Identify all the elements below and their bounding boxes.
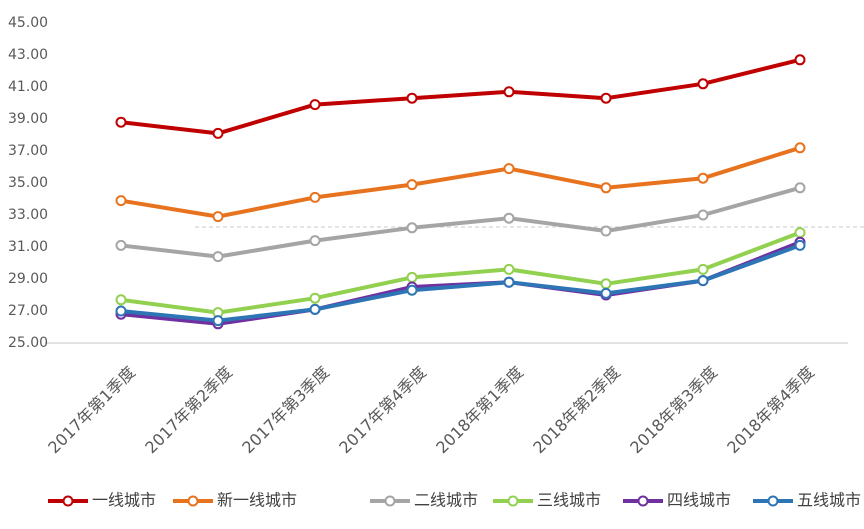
data-point — [697, 172, 709, 184]
data-point — [115, 239, 127, 251]
data-point — [600, 287, 612, 299]
legend-label: 二线城市 — [414, 491, 478, 510]
data-point — [406, 222, 418, 234]
legend-label: 三线城市 — [537, 491, 601, 510]
data-point — [115, 294, 127, 306]
data-point — [115, 195, 127, 207]
data-point — [794, 239, 806, 251]
legend-label: 五线城市 — [797, 491, 861, 510]
data-point — [406, 284, 418, 296]
legend-label: 四线城市 — [667, 491, 731, 510]
legend-marker — [507, 495, 519, 507]
data-point — [600, 278, 612, 290]
y-tick-label: 31.00 — [8, 239, 48, 255]
data-point — [115, 116, 127, 128]
legend-marker — [187, 495, 199, 507]
x-tick-label: 2017年第4季度 — [335, 363, 430, 458]
data-point — [794, 142, 806, 154]
legend-marker — [384, 495, 396, 507]
data-point — [212, 251, 224, 263]
data-point — [697, 78, 709, 90]
legend-marker — [637, 495, 649, 507]
data-point — [309, 303, 321, 315]
y-tick-label: 45.00 — [8, 15, 48, 31]
x-tick-label: 2018年第3季度 — [626, 363, 721, 458]
data-point — [697, 209, 709, 221]
data-point — [309, 191, 321, 203]
data-point — [212, 211, 224, 223]
data-point — [503, 276, 515, 288]
data-point — [309, 292, 321, 304]
series-line — [120, 230, 801, 315]
data-point — [697, 263, 709, 275]
data-point — [600, 92, 612, 104]
y-tick-label: 37.00 — [8, 143, 48, 159]
series-line — [120, 57, 801, 136]
x-tick-label: 2017年第1季度 — [44, 363, 139, 458]
y-tick-label: 35.00 — [8, 175, 48, 191]
x-tick-label: 2017年第2季度 — [141, 363, 236, 458]
data-point — [503, 263, 515, 275]
series-line — [120, 243, 801, 323]
x-tick-label: 2018年第4季度 — [723, 363, 818, 458]
x-tick-label: 2018年第2季度 — [529, 363, 624, 458]
data-point — [794, 54, 806, 66]
data-point — [600, 225, 612, 237]
x-tick-label: 2017年第3季度 — [238, 363, 333, 458]
data-point — [503, 163, 515, 175]
data-point — [503, 86, 515, 98]
y-tick-label: 33.00 — [8, 207, 48, 223]
data-point — [406, 179, 418, 191]
legend-label: 新一线城市 — [217, 491, 297, 510]
y-tick-label: 43.00 — [8, 47, 48, 63]
x-tick-label: 2018年第1季度 — [432, 363, 527, 458]
legend-marker — [62, 495, 74, 507]
data-point — [406, 92, 418, 104]
data-point — [794, 182, 806, 194]
data-point — [212, 127, 224, 139]
data-point — [697, 275, 709, 287]
y-tick-label: 29.00 — [8, 271, 48, 287]
data-point — [115, 305, 127, 317]
data-point — [600, 182, 612, 194]
series-line — [120, 185, 801, 259]
y-tick-label: 39.00 — [8, 111, 48, 127]
legend-label: 一线城市 — [92, 491, 156, 510]
data-point — [309, 99, 321, 111]
legend-marker — [767, 495, 779, 507]
data-point — [503, 212, 515, 224]
data-point — [212, 315, 224, 327]
y-tick-label: 25.00 — [8, 335, 48, 351]
data-point — [406, 271, 418, 283]
y-tick-label: 27.00 — [8, 303, 48, 319]
y-tick-label: 41.00 — [8, 79, 48, 95]
series-line — [120, 145, 801, 219]
data-point — [794, 227, 806, 239]
data-point — [309, 235, 321, 247]
